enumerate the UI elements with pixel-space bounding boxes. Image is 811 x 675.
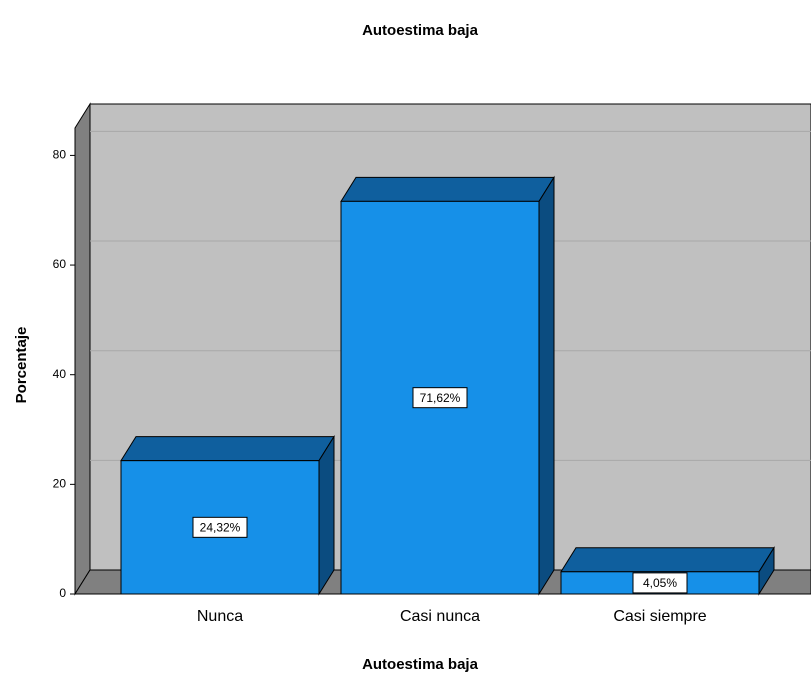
bar-top (120, 436, 335, 462)
y-tick-label: 40 (53, 367, 67, 381)
x-axis-label: Autoestima baja (362, 656, 479, 673)
bar-side (538, 175, 555, 596)
bar-top (340, 176, 555, 202)
data-label: 71,62% (420, 391, 461, 405)
bar-top (560, 547, 775, 573)
x-tick-label: Casi siempre (613, 608, 706, 625)
data-label-box (632, 572, 688, 594)
data-label: 4,05% (643, 576, 677, 590)
data-label: 24,32% (200, 521, 241, 535)
bar-side (318, 434, 335, 596)
y-tick-label: 80 (53, 148, 67, 162)
data-label-box (412, 387, 468, 409)
y-tick-label: 0 (59, 586, 66, 600)
x-tick-label: Nunca (197, 608, 243, 625)
data-label-box (192, 516, 248, 538)
chart-title: Autoestima baja (362, 22, 479, 39)
y-tick-label: 20 (53, 477, 67, 491)
left-wall (74, 102, 91, 596)
x-tick-label: Casi nunca (400, 608, 480, 625)
y-tick-label: 60 (53, 257, 67, 271)
y-axis-label: Porcentaje (13, 327, 30, 404)
